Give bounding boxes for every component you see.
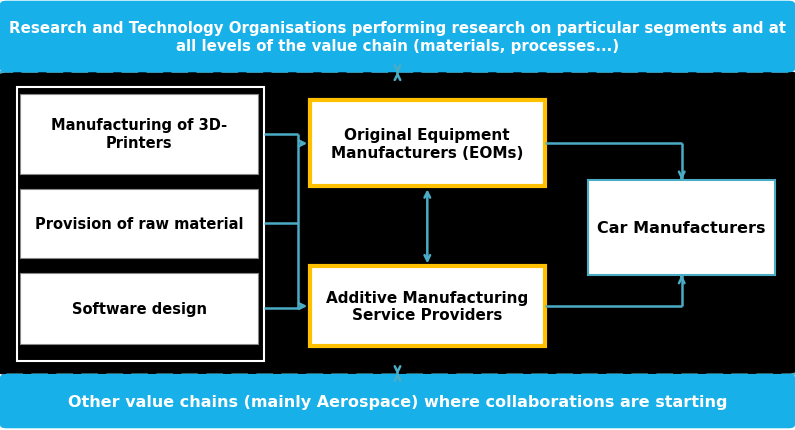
FancyBboxPatch shape [17,88,264,361]
Text: Manufacturing of 3D-
Printers: Manufacturing of 3D- Printers [51,118,227,150]
FancyBboxPatch shape [0,72,795,375]
FancyBboxPatch shape [310,101,545,187]
FancyBboxPatch shape [0,374,795,428]
FancyBboxPatch shape [20,273,258,344]
Text: Car Manufacturers: Car Manufacturers [598,221,766,235]
Text: Software design: Software design [72,301,207,316]
FancyBboxPatch shape [588,181,775,275]
FancyBboxPatch shape [310,267,545,346]
Text: Research and Technology Organisations performing research on particular segments: Research and Technology Organisations pe… [9,21,786,54]
FancyBboxPatch shape [20,189,258,258]
Text: Original Equipment
Manufacturers (EOMs): Original Equipment Manufacturers (EOMs) [332,128,523,160]
Text: Additive Manufacturing
Service Providers: Additive Manufacturing Service Providers [326,290,529,322]
Text: Other value chains (mainly Aerospace) where collaborations are starting: Other value chains (mainly Aerospace) wh… [68,394,727,408]
Text: Provision of raw material: Provision of raw material [35,216,243,231]
FancyBboxPatch shape [0,2,795,73]
FancyBboxPatch shape [20,95,258,174]
